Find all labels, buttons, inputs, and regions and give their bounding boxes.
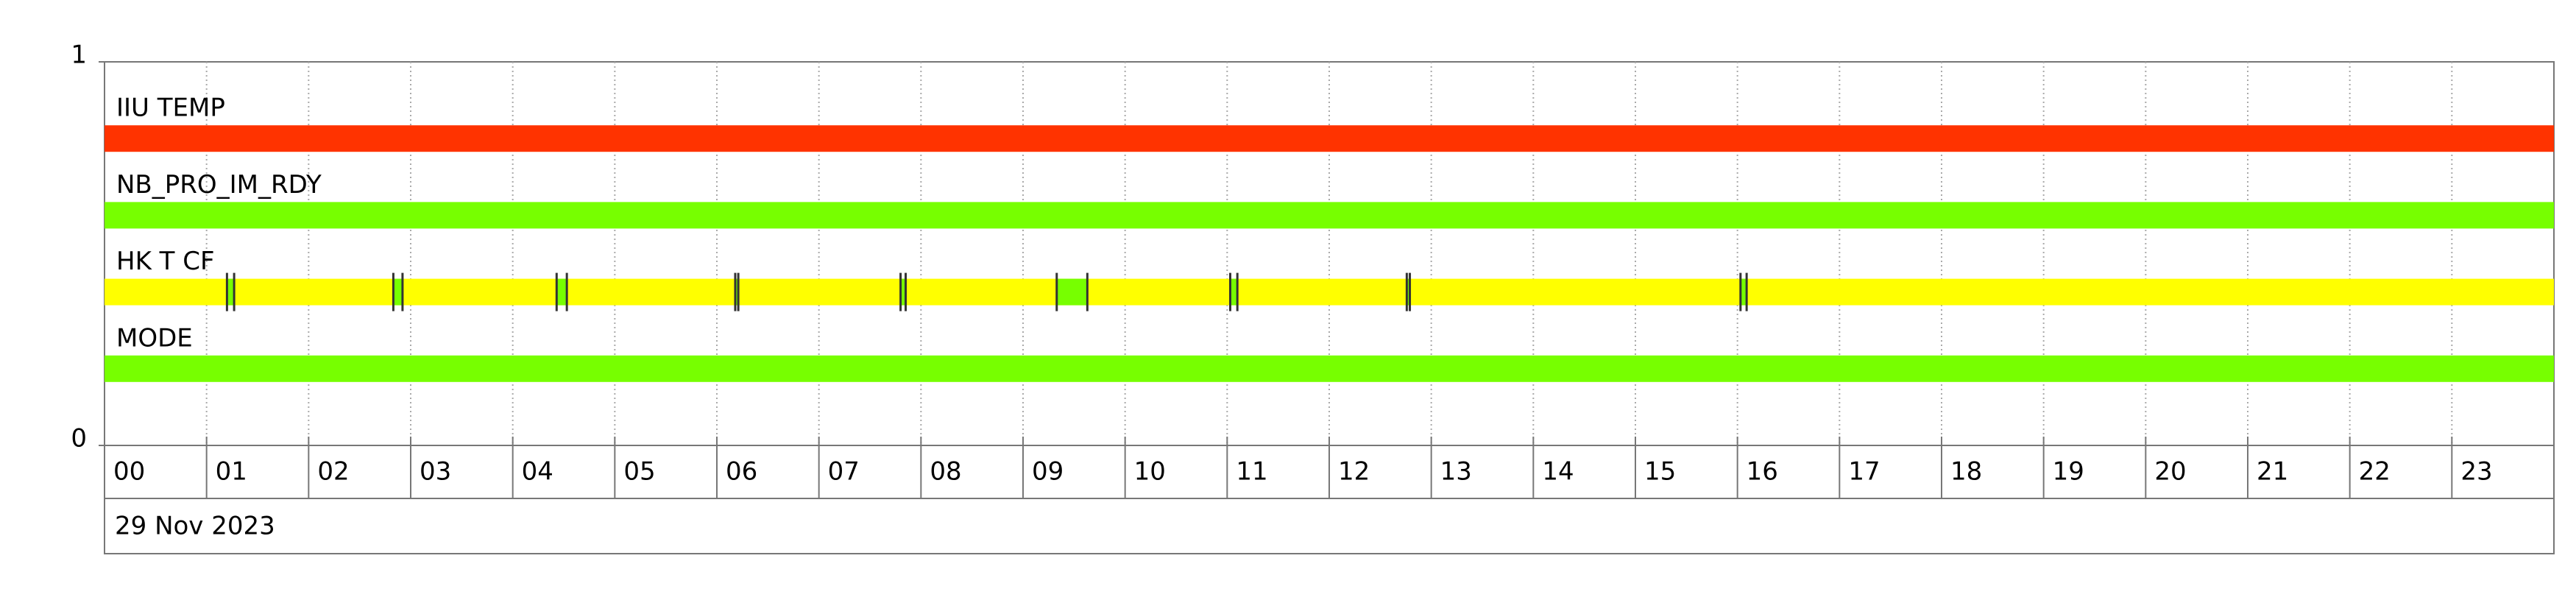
x-tick-label: 22 <box>2359 457 2391 487</box>
series-label: MODE <box>116 323 193 353</box>
status-event <box>1056 278 1088 306</box>
x-tick-label: 16 <box>1747 457 1778 487</box>
x-tick-label: 09 <box>1032 457 1064 487</box>
x-tick-label: 04 <box>522 457 553 487</box>
x-tick-label: 11 <box>1236 457 1267 487</box>
series-label: IIU TEMP <box>116 94 225 123</box>
x-tick-label: 15 <box>1644 457 1676 487</box>
status-event <box>1406 278 1410 306</box>
x-tick-label: 12 <box>1338 457 1370 487</box>
x-tick-label: 17 <box>1848 457 1880 487</box>
x-tick-label: 14 <box>1542 457 1574 487</box>
x-tick-label: 19 <box>2053 457 2084 487</box>
date-label: 29 Nov 2023 <box>115 512 275 541</box>
x-tick-label: 01 <box>216 457 247 487</box>
y-tick-label: 0 <box>71 424 87 454</box>
status-band <box>105 202 2554 229</box>
x-tick-label: 10 <box>1134 457 1166 487</box>
status-band <box>105 355 2554 382</box>
status-band <box>105 125 2554 152</box>
status-event <box>900 278 906 306</box>
date-frame <box>104 498 2555 554</box>
x-tick-label: 18 <box>1950 457 1982 487</box>
y-tick-label: 1 <box>71 40 87 70</box>
status-event <box>1230 278 1238 306</box>
status-event <box>735 278 739 306</box>
x-tick-label: 13 <box>1440 457 1472 487</box>
x-tick-label: 20 <box>2154 457 2186 487</box>
x-tick-label: 02 <box>317 457 349 487</box>
x-tick-label: 03 <box>420 457 451 487</box>
x-tick-label: 00 <box>113 457 145 487</box>
status-event <box>393 278 403 306</box>
x-tick-label: 08 <box>930 457 961 487</box>
status-band <box>105 278 2554 306</box>
series-label: NB_PRO_IM_RDY <box>116 170 322 200</box>
series-label: HK T CF <box>116 247 215 276</box>
status-event <box>1740 278 1747 306</box>
x-tick-label: 21 <box>2257 457 2288 487</box>
x-tick-label: 07 <box>828 457 860 487</box>
x-tick-label: 06 <box>726 457 757 487</box>
status-event <box>227 278 235 306</box>
x-tick-label: 05 <box>623 457 655 487</box>
status-event <box>556 278 567 306</box>
x-tick-label: 23 <box>2460 457 2492 487</box>
